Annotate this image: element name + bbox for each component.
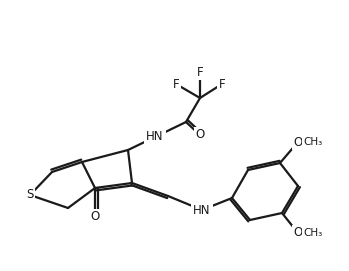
Text: O: O xyxy=(195,128,205,141)
Text: HN: HN xyxy=(193,204,211,217)
Text: F: F xyxy=(219,78,225,91)
Text: CH₃: CH₃ xyxy=(303,137,322,147)
Text: O: O xyxy=(294,136,303,149)
Text: CH₃: CH₃ xyxy=(303,228,322,238)
Text: F: F xyxy=(173,78,179,91)
Text: HN: HN xyxy=(146,131,164,144)
Text: F: F xyxy=(197,66,203,79)
Text: O: O xyxy=(90,211,99,224)
Text: O: O xyxy=(294,227,303,240)
Text: S: S xyxy=(26,189,34,202)
